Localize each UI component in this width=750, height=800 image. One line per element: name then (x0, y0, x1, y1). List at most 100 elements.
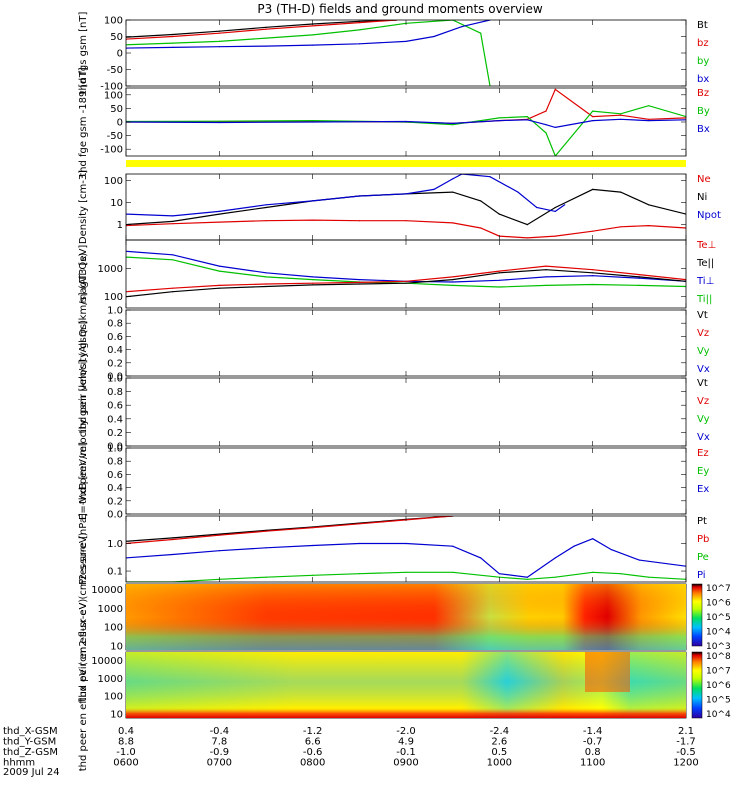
point-fgs-Bt (172, 33, 174, 36)
ephem-value: 1000 (487, 758, 512, 769)
point-temperature-Ti⊥ (265, 272, 267, 274)
point-pressure-Pi (358, 542, 360, 545)
point-temperature-Ti|| (172, 259, 174, 261)
ephem-value: -0.6 (303, 747, 323, 758)
ephem-row-label: thd_Z-GSM (3, 747, 58, 758)
ylabel-ve: thd peer velocity gsm [km/s] (All Qs) (78, 320, 89, 504)
point-density-Ni (172, 220, 174, 222)
point-fgs-Bt (218, 30, 220, 32)
legend-vi-Vt: Vt (697, 310, 708, 321)
ytick-label-electron_spec: 1000 (98, 674, 123, 685)
legend-fgs-bx: bx (697, 74, 709, 85)
ephem-value: 0700 (207, 758, 232, 769)
ylabel-density: Density [cm-3] (78, 170, 89, 244)
ytick-label-pressure: 1.0 (107, 539, 123, 550)
point-density-Ni (648, 204, 650, 206)
ytick-label-electron_spec: 100 (104, 692, 123, 703)
ytick-label-fge: 0 (117, 118, 123, 129)
point-pressure-Pe (405, 571, 407, 573)
ephem-value: 0.5 (491, 747, 507, 758)
point-fgs-bx (433, 35, 435, 38)
point-pressure-Pb (358, 523, 360, 525)
point-temperature-Te⊥ (638, 274, 640, 276)
legend-temperature-Ti||: Ti|| (696, 294, 712, 305)
ephem-value: -2.0 (396, 726, 416, 737)
ytick-label-efield: 0.2 (107, 496, 123, 507)
colorbar-label-ion_spec: 10^4 (706, 628, 731, 638)
point-density-Npot (554, 210, 556, 212)
legend-density-Ne: Ne (697, 174, 711, 185)
point-temperature-Te⊥ (358, 281, 360, 283)
ephem-value: 0800 (300, 758, 325, 769)
point-temperature-Te⊥ (218, 284, 220, 286)
point-density-Ne (312, 219, 314, 221)
ephem-value: 0900 (393, 758, 418, 769)
ytick-label-ve: 0.6 (107, 401, 123, 412)
series-density-Ne (126, 219, 686, 239)
ephem-value: 7.8 (211, 737, 227, 748)
point-density-Npot (172, 215, 174, 217)
colorbar-label-ion_spec: 10^5 (706, 613, 731, 623)
ytick-label-ve: 0.0 (107, 442, 123, 453)
point-temperature-Te⊥ (265, 283, 267, 285)
point-fge-Bx (545, 124, 547, 126)
point-density-Ni (498, 213, 500, 215)
point-temperature-Ti|| (545, 284, 547, 286)
point-density-Npot (536, 206, 538, 209)
legend-temperature-Te⊥: Te⊥ (696, 240, 716, 251)
colorbar-label-ion_spec: 10^6 (706, 599, 731, 609)
ephem-value: 6.6 (305, 737, 321, 748)
point-temperature-Ti|| (638, 284, 640, 286)
ytick-label-electron_spec: 10 (110, 710, 123, 721)
legend-vi-Vz: Vz (697, 328, 709, 339)
electron-spectrogram-hot-core (585, 652, 630, 692)
ytick-label-efield: 0.0 (107, 510, 123, 521)
point-pressure-Pi (405, 542, 407, 545)
point-temperature-Ti|| (218, 270, 220, 272)
ephem-value: -1.2 (303, 726, 323, 737)
point-pressure-Pb (312, 527, 314, 529)
point-density-Npot (218, 210, 220, 212)
point-density-Ni (452, 191, 454, 193)
point-temperature-Ti⊥ (172, 254, 174, 256)
electron-colorbar (691, 651, 703, 719)
series-fgs-by (126, 20, 491, 86)
point-fge-By (592, 110, 594, 112)
ytick-label-ion_spec: 10000 (91, 585, 123, 596)
legend-temperature-Te||: Te|| (696, 258, 714, 269)
ephem-row-label: thd_Y-GSM (3, 737, 56, 748)
point-density-Ni (620, 191, 622, 193)
ion-colorbar (691, 583, 703, 647)
point-temperature-Te|| (405, 282, 407, 284)
ephem-value: 1100 (580, 758, 605, 769)
series-temperature-Te⊥ (126, 265, 686, 293)
ephem-value: 4.9 (398, 737, 414, 748)
point-fge-By (452, 124, 454, 126)
ephem-row-label: hhmm (3, 758, 35, 769)
point-fge-Bz (620, 114, 622, 116)
point-density-Ne (648, 225, 650, 227)
legend-density-Ni: Ni (697, 192, 707, 203)
legend-density-Npot: Npot (697, 210, 721, 221)
point-density-Ne (172, 223, 174, 225)
ephem-value: 2.6 (491, 737, 507, 748)
point-density-Npot (517, 191, 519, 193)
point-fgs-bz (218, 32, 220, 34)
ytick-label-density: 1 (117, 220, 123, 231)
ytick-label-fgs: -100 (100, 82, 123, 93)
series-fge-Bz (126, 88, 686, 125)
series-fgs-bz (126, 20, 397, 40)
point-temperature-Te|| (218, 287, 220, 289)
point-temperature-Ti⊥ (498, 279, 500, 281)
series-temperature-Ti|| (126, 256, 686, 288)
point-fge-Bx (592, 120, 594, 122)
point-temperature-Te⊥ (452, 276, 454, 278)
ytick-label-fge: 50 (110, 104, 123, 115)
point-density-Ni (480, 200, 482, 202)
ytick-label-vi: 0.2 (107, 358, 123, 369)
legend-ve-Vz: Vz (697, 396, 709, 407)
point-density-Ni (218, 213, 220, 215)
point-fgs-bx (312, 44, 314, 46)
point-fge-Bz (545, 110, 547, 112)
